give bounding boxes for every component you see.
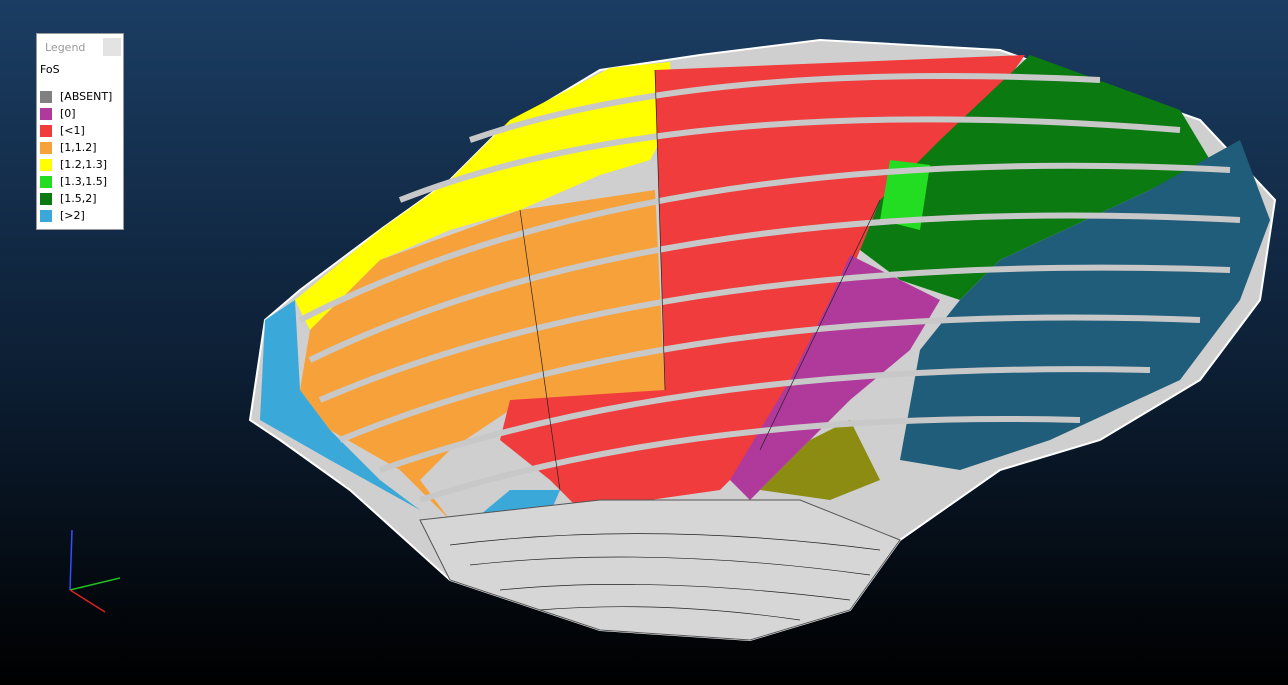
legend-item: [1,1.2] [40,139,112,156]
zone [900,140,1270,470]
zone [860,55,1210,300]
legend-swatch [40,124,52,137]
axis-triad [69,529,121,613]
legend-panel: Legend FoS [ABSENT] [0] [<1] [1,1.2] [1.2,1.… [36,33,124,230]
legend-item: [1.5,2] [40,190,112,207]
benches [298,73,1241,503]
legend-swatch [40,107,52,120]
legend-label: [>2] [60,209,85,222]
zone [295,62,672,330]
legend-label: [<1] [60,124,85,137]
legend-label: [ABSENT] [60,90,113,103]
legend-swatch [40,141,52,154]
legend-swatch [40,158,52,171]
legend-variable: FoS [40,63,60,76]
legend-item: [ABSENT] [40,88,112,105]
legend-label: [1.2,1.3] [60,158,108,171]
legend-item: [>2] [40,207,112,224]
zone [760,420,880,500]
legend-button[interactable] [103,38,121,56]
legend-item: [0] [40,105,112,122]
legend-item: [1.3,1.5] [40,173,112,190]
legend-label: [0] [60,107,76,120]
legend-title: Legend [45,41,86,54]
pit-bottom [419,499,901,641]
legend-item: [1.2,1.3] [40,156,112,173]
zone [260,300,420,510]
legend-swatch [40,175,52,188]
legend-label: [1.5,2] [60,192,97,205]
legend-swatch [40,209,52,222]
zone [300,190,665,520]
mesh-lines [449,69,881,621]
legend-swatch [40,192,52,205]
legend-item: [<1] [40,122,112,139]
zone [880,160,930,230]
legend-label: [1.3,1.5] [60,175,108,188]
legend-swatch [40,90,52,103]
legend-items: [ABSENT] [0] [<1] [1,1.2] [1.2,1.3] [1.3,1.5]… [40,88,112,224]
legend-label: [1,1.2] [60,141,97,154]
